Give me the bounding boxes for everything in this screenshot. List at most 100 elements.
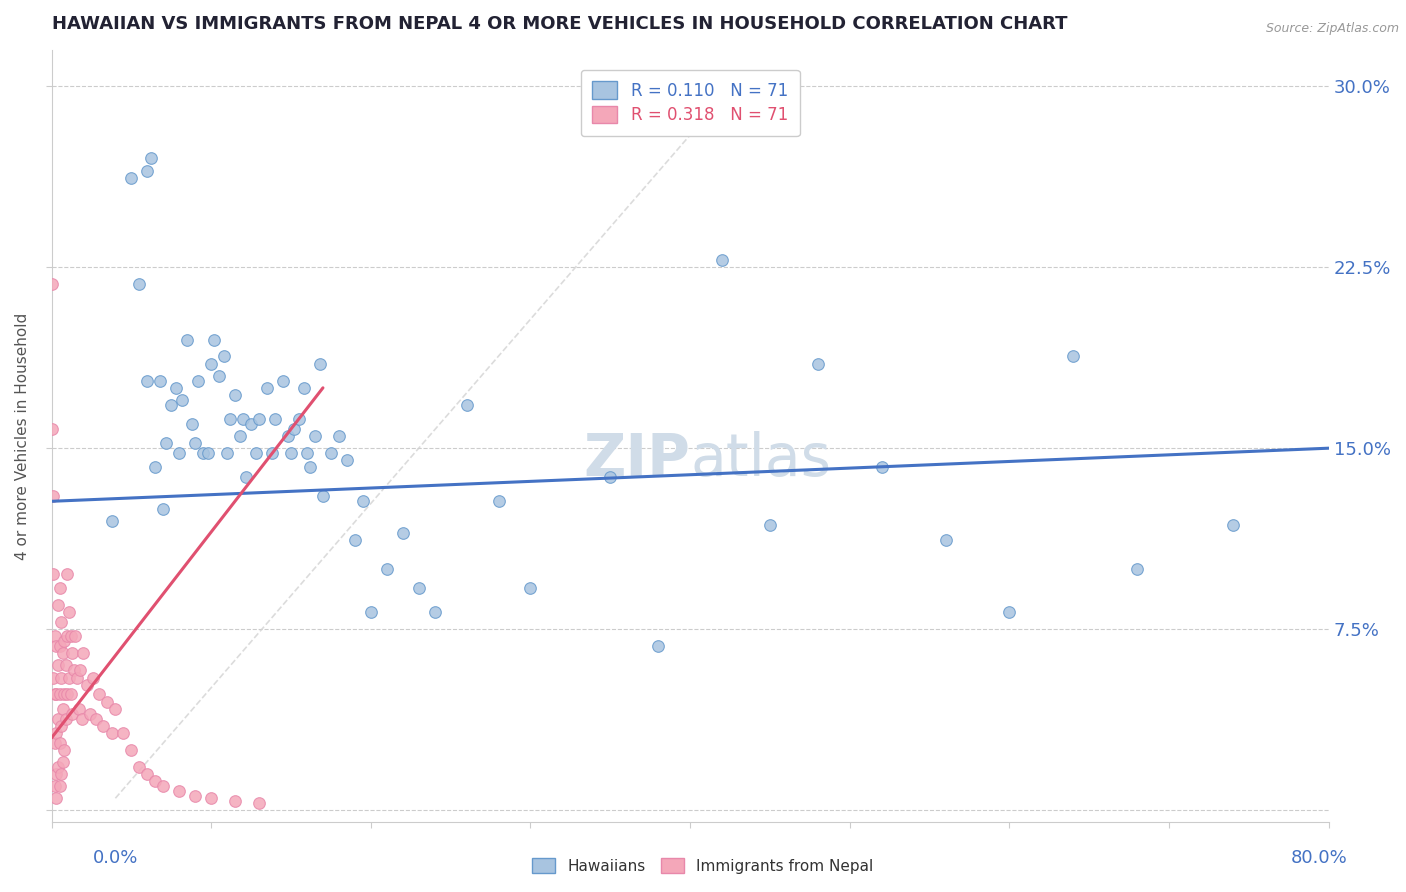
Point — [53, 688, 76, 702]
Point — [48, 736, 70, 750]
Point — [42, 566, 65, 581]
Point — [84, 712, 107, 726]
Point — [76, 678, 98, 692]
Point — [217, 446, 239, 460]
Point — [295, 446, 318, 460]
Legend: R = 0.110   N = 71, R = 0.318   N = 71: R = 0.110 N = 71, R = 0.318 N = 71 — [581, 70, 800, 136]
Point — [172, 392, 194, 407]
Point — [240, 417, 263, 431]
Point — [391, 525, 413, 540]
Point — [52, 702, 75, 716]
Point — [60, 646, 83, 660]
Point — [120, 743, 142, 757]
Point — [44, 779, 66, 793]
Point — [46, 712, 69, 726]
Point — [260, 446, 283, 460]
Point — [136, 767, 159, 781]
Point — [49, 767, 72, 781]
Point — [52, 646, 75, 660]
Text: Source: ZipAtlas.com: Source: ZipAtlas.com — [1265, 22, 1399, 36]
Point — [456, 398, 478, 412]
Point — [181, 417, 204, 431]
Point — [224, 388, 246, 402]
Point — [45, 791, 67, 805]
Point — [101, 514, 124, 528]
Point — [58, 671, 80, 685]
Point — [807, 357, 830, 371]
Point — [271, 374, 294, 388]
Point — [247, 412, 270, 426]
Text: HAWAIIAN VS IMMIGRANTS FROM NEPAL 4 OR MORE VEHICLES IN HOUSEHOLD CORRELATION CH: HAWAIIAN VS IMMIGRANTS FROM NEPAL 4 OR M… — [52, 15, 1067, 33]
Point — [200, 357, 222, 371]
Point — [45, 767, 67, 781]
Point — [55, 712, 77, 726]
Point — [165, 381, 187, 395]
Point — [72, 646, 94, 660]
Point — [67, 702, 90, 716]
Point — [998, 605, 1021, 619]
Point — [49, 615, 72, 629]
Point — [70, 712, 93, 726]
Point — [247, 796, 270, 810]
Point — [224, 794, 246, 808]
Point — [277, 429, 299, 443]
Point — [128, 277, 150, 291]
Point — [53, 634, 76, 648]
Point — [46, 760, 69, 774]
Point — [48, 581, 70, 595]
Point — [343, 533, 366, 547]
Point — [48, 639, 70, 653]
Point — [280, 446, 302, 460]
Point — [319, 446, 342, 460]
Point — [200, 791, 222, 805]
Point — [104, 702, 127, 716]
Point — [1222, 518, 1244, 533]
Point — [1126, 562, 1149, 576]
Point — [711, 252, 734, 267]
Point — [60, 706, 83, 721]
Point — [136, 163, 159, 178]
Point — [264, 412, 287, 426]
Point — [1062, 350, 1084, 364]
Point — [149, 374, 172, 388]
Point — [44, 736, 66, 750]
Point — [139, 152, 162, 166]
Point — [599, 470, 621, 484]
Point — [66, 671, 89, 685]
Point — [336, 453, 359, 467]
Point — [41, 277, 63, 291]
Point — [143, 460, 166, 475]
Text: atlas: atlas — [690, 431, 831, 488]
Point — [167, 784, 190, 798]
Point — [44, 630, 66, 644]
Point — [423, 605, 446, 619]
Point — [96, 695, 118, 709]
Point — [45, 639, 67, 653]
Point — [45, 688, 67, 702]
Point — [219, 412, 242, 426]
Point — [229, 429, 252, 443]
Point — [65, 630, 87, 644]
Text: ZIP: ZIP — [583, 431, 690, 488]
Point — [935, 533, 957, 547]
Point — [44, 688, 66, 702]
Point — [408, 581, 430, 595]
Point — [232, 412, 254, 426]
Point — [101, 726, 124, 740]
Point — [48, 688, 70, 702]
Point — [55, 658, 77, 673]
Point — [212, 350, 235, 364]
Point — [299, 460, 322, 475]
Point — [308, 357, 330, 371]
Point — [245, 446, 267, 460]
Point — [59, 688, 82, 702]
Point — [56, 630, 79, 644]
Point — [292, 381, 315, 395]
Text: 80.0%: 80.0% — [1291, 849, 1347, 867]
Point — [647, 639, 669, 653]
Legend: Hawaiians, Immigrants from Nepal: Hawaiians, Immigrants from Nepal — [526, 852, 880, 880]
Point — [235, 470, 257, 484]
Point — [328, 429, 350, 443]
Point — [167, 446, 190, 460]
Point — [197, 446, 219, 460]
